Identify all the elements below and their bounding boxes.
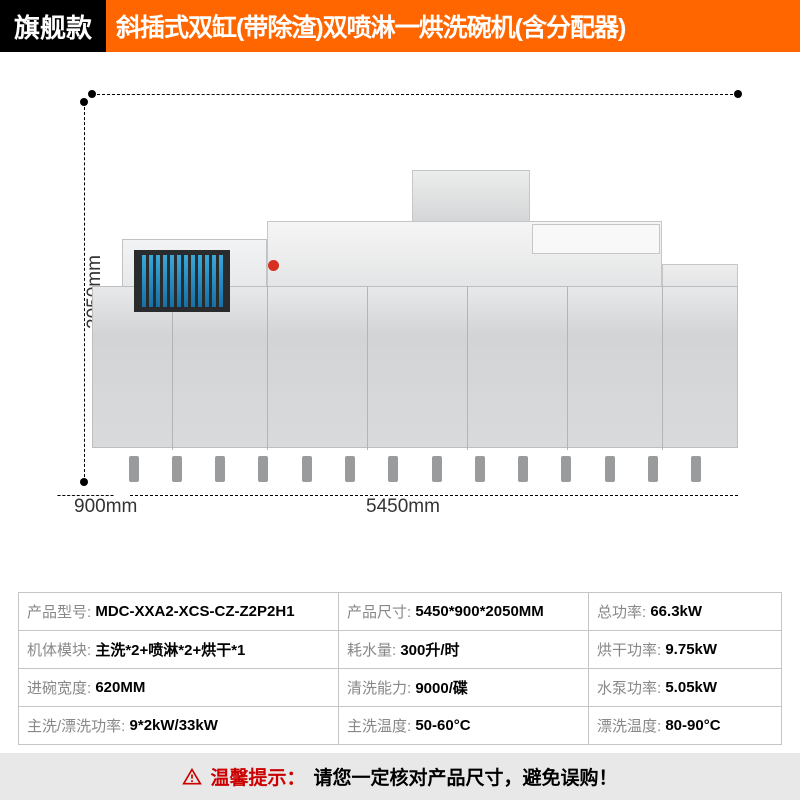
dimension-diagram: 2050mm: [0, 52, 800, 590]
footer-warning: 温馨提示： 请您一定核对产品尺寸，避免误购！: [0, 753, 800, 800]
table-row: 机体模块: 主洗*2+喷淋*2+烘干*1 耗水量: 300升/时 烘干功率: 9…: [19, 631, 781, 669]
spec-label: 产品型号:: [27, 601, 91, 622]
table-row: 主洗/漂洗功率: 9*2kW/33kW 主洗温度: 50-60°C 漂洗温度: …: [19, 707, 781, 744]
spec-label: 主洗温度:: [347, 715, 411, 736]
control-knob: [268, 260, 279, 271]
table-row: 进碗宽度: 620MM 清洗能力: 9000/碟 水泵功率: 5.05kW: [19, 669, 781, 707]
spec-label: 机体模块:: [27, 639, 91, 660]
machine-illustration: [92, 116, 738, 482]
height-dimension-line: 2050mm: [76, 102, 92, 482]
spec-value: 80-90°C: [665, 717, 720, 734]
footer-label: 温馨提示：: [210, 763, 305, 790]
edition-badge: 旗舰款: [0, 0, 106, 52]
spec-value: 主洗*2+喷淋*2+烘干*1: [95, 639, 245, 660]
width-label: 5450mm: [366, 496, 440, 518]
depth-dimension-line: [57, 478, 131, 496]
product-title: 斜插式双缸(带除渣)双喷淋一烘洗碗机(含分配器): [106, 0, 800, 52]
footer-text: 请您一定核对产品尺寸，避免误购！: [314, 763, 618, 790]
spec-value: 9000/碟: [415, 677, 468, 698]
depth-label: 900mm: [74, 496, 137, 518]
spec-label: 耗水量:: [347, 639, 396, 660]
spec-value: 9*2kW/33kW: [130, 717, 218, 734]
spec-label: 清洗能力:: [347, 677, 411, 698]
spec-label: 烘干功率:: [597, 639, 661, 660]
spec-label: 水泵功率:: [597, 677, 661, 698]
inlet-fins: [134, 250, 230, 312]
table-row: 产品型号: MDC-XXA2-XCS-CZ-Z2P2H1 产品尺寸: 5450*…: [19, 593, 781, 631]
specs-table: 产品型号: MDC-XXA2-XCS-CZ-Z2P2H1 产品尺寸: 5450*…: [18, 592, 782, 745]
spec-value: 5.05kW: [665, 679, 717, 696]
spec-label: 产品尺寸:: [347, 601, 411, 622]
spec-value: 300升/时: [400, 639, 459, 660]
width-dimension-line: [92, 86, 738, 102]
spec-label: 进碗宽度:: [27, 677, 91, 698]
spec-label: 漂洗温度:: [597, 715, 661, 736]
spec-value: 9.75kW: [665, 641, 717, 658]
spec-label: 总功率:: [597, 601, 646, 622]
spec-value: 50-60°C: [415, 717, 470, 734]
spec-value: MDC-XXA2-XCS-CZ-Z2P2H1: [95, 603, 294, 620]
spec-value: 620MM: [95, 679, 145, 696]
warning-icon: [182, 767, 202, 787]
spec-value: 66.3kW: [650, 603, 702, 620]
spec-value: 5450*900*2050MM: [415, 603, 543, 620]
spec-label: 主洗/漂洗功率:: [27, 715, 125, 736]
header: 旗舰款 斜插式双缸(带除渣)双喷淋一烘洗碗机(含分配器): [0, 0, 800, 52]
